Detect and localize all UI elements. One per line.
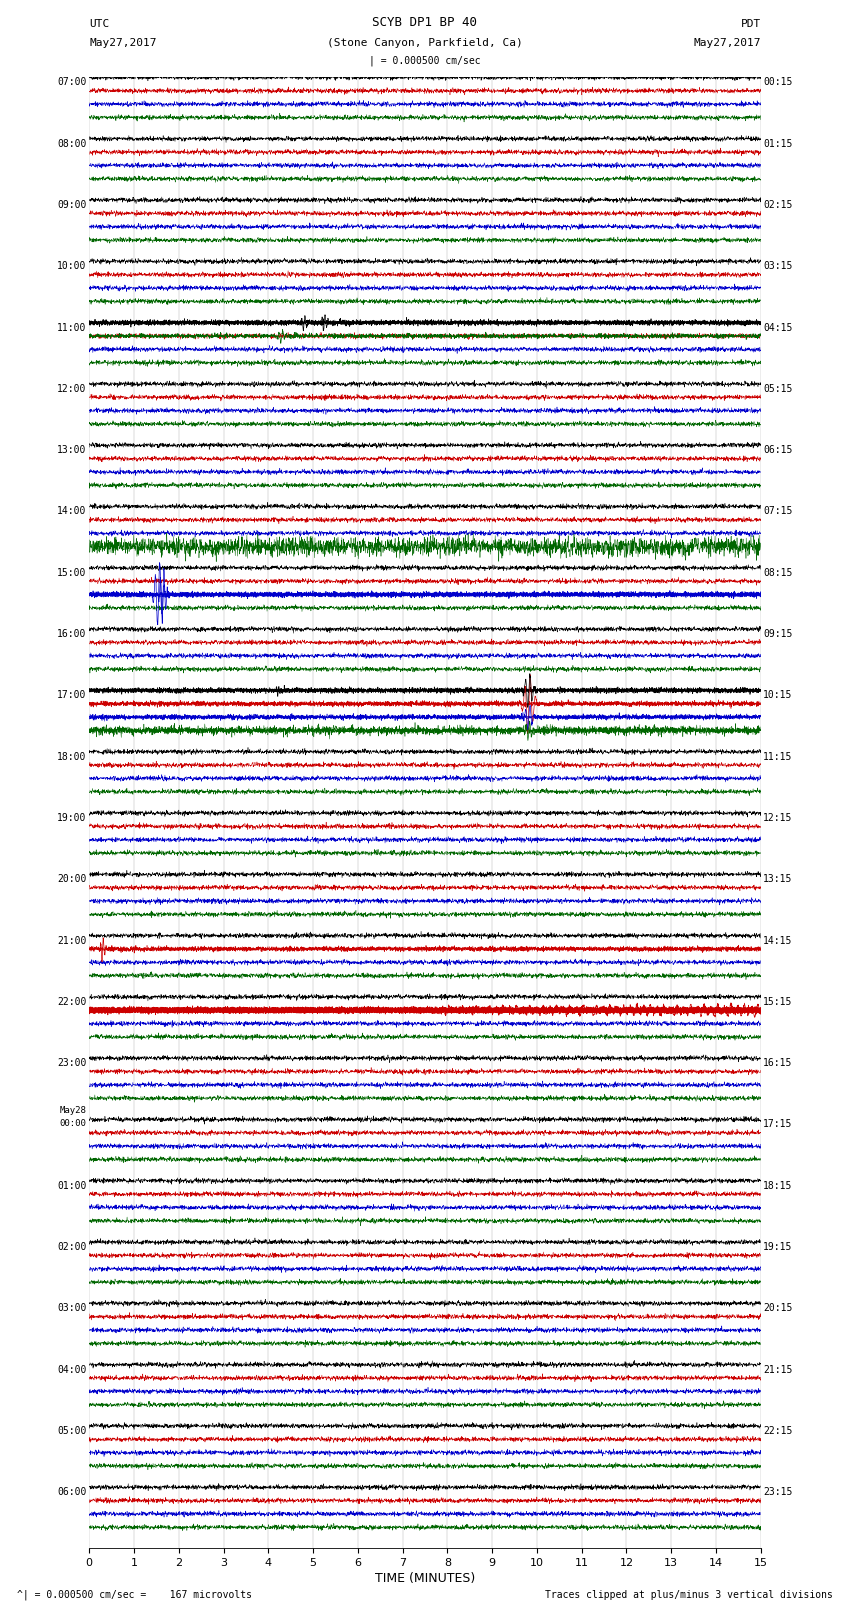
Text: 01:00: 01:00 <box>57 1181 87 1190</box>
Text: 13:15: 13:15 <box>763 874 793 884</box>
Text: 17:00: 17:00 <box>57 690 87 700</box>
Text: 01:15: 01:15 <box>763 139 793 148</box>
Text: 21:15: 21:15 <box>763 1365 793 1374</box>
Text: 06:15: 06:15 <box>763 445 793 455</box>
Text: 12:00: 12:00 <box>57 384 87 394</box>
Text: PDT: PDT <box>740 19 761 29</box>
Text: 23:00: 23:00 <box>57 1058 87 1068</box>
Text: 02:15: 02:15 <box>763 200 793 210</box>
Text: 17:15: 17:15 <box>763 1119 793 1129</box>
Text: May28: May28 <box>60 1105 87 1115</box>
Text: 13:00: 13:00 <box>57 445 87 455</box>
Text: SCYB DP1 BP 40: SCYB DP1 BP 40 <box>372 16 478 29</box>
Text: 05:15: 05:15 <box>763 384 793 394</box>
Text: 22:00: 22:00 <box>57 997 87 1007</box>
Text: 00:15: 00:15 <box>763 77 793 87</box>
Text: 18:15: 18:15 <box>763 1181 793 1190</box>
Text: 21:00: 21:00 <box>57 936 87 945</box>
Text: 15:15: 15:15 <box>763 997 793 1007</box>
Text: Traces clipped at plus/minus 3 vertical divisions: Traces clipped at plus/minus 3 vertical … <box>545 1590 833 1600</box>
Text: 12:15: 12:15 <box>763 813 793 823</box>
Text: 09:00: 09:00 <box>57 200 87 210</box>
Text: 20:00: 20:00 <box>57 874 87 884</box>
Text: 04:00: 04:00 <box>57 1365 87 1374</box>
Text: 15:00: 15:00 <box>57 568 87 577</box>
Text: 04:15: 04:15 <box>763 323 793 332</box>
Text: 22:15: 22:15 <box>763 1426 793 1436</box>
Text: UTC: UTC <box>89 19 110 29</box>
Text: 11:00: 11:00 <box>57 323 87 332</box>
Text: 02:00: 02:00 <box>57 1242 87 1252</box>
Text: ^| = 0.000500 cm/sec =    167 microvolts: ^| = 0.000500 cm/sec = 167 microvolts <box>17 1589 252 1600</box>
Text: 08:00: 08:00 <box>57 139 87 148</box>
Text: 23:15: 23:15 <box>763 1487 793 1497</box>
Text: (Stone Canyon, Parkfield, Ca): (Stone Canyon, Parkfield, Ca) <box>327 39 523 48</box>
Text: 14:15: 14:15 <box>763 936 793 945</box>
Text: 07:00: 07:00 <box>57 77 87 87</box>
Text: May27,2017: May27,2017 <box>694 39 761 48</box>
Text: 06:00: 06:00 <box>57 1487 87 1497</box>
Text: 16:15: 16:15 <box>763 1058 793 1068</box>
Text: 10:15: 10:15 <box>763 690 793 700</box>
Text: 05:00: 05:00 <box>57 1426 87 1436</box>
Text: 18:00: 18:00 <box>57 752 87 761</box>
Text: 16:00: 16:00 <box>57 629 87 639</box>
Text: May27,2017: May27,2017 <box>89 39 156 48</box>
Text: 09:15: 09:15 <box>763 629 793 639</box>
Text: 03:15: 03:15 <box>763 261 793 271</box>
Text: 03:00: 03:00 <box>57 1303 87 1313</box>
Text: 07:15: 07:15 <box>763 506 793 516</box>
Text: 11:15: 11:15 <box>763 752 793 761</box>
Text: 19:00: 19:00 <box>57 813 87 823</box>
Text: 00:00: 00:00 <box>60 1119 87 1129</box>
Text: 10:00: 10:00 <box>57 261 87 271</box>
Text: | = 0.000500 cm/sec: | = 0.000500 cm/sec <box>369 55 481 66</box>
Text: 08:15: 08:15 <box>763 568 793 577</box>
X-axis label: TIME (MINUTES): TIME (MINUTES) <box>375 1573 475 1586</box>
Text: 19:15: 19:15 <box>763 1242 793 1252</box>
Text: 20:15: 20:15 <box>763 1303 793 1313</box>
Text: 14:00: 14:00 <box>57 506 87 516</box>
